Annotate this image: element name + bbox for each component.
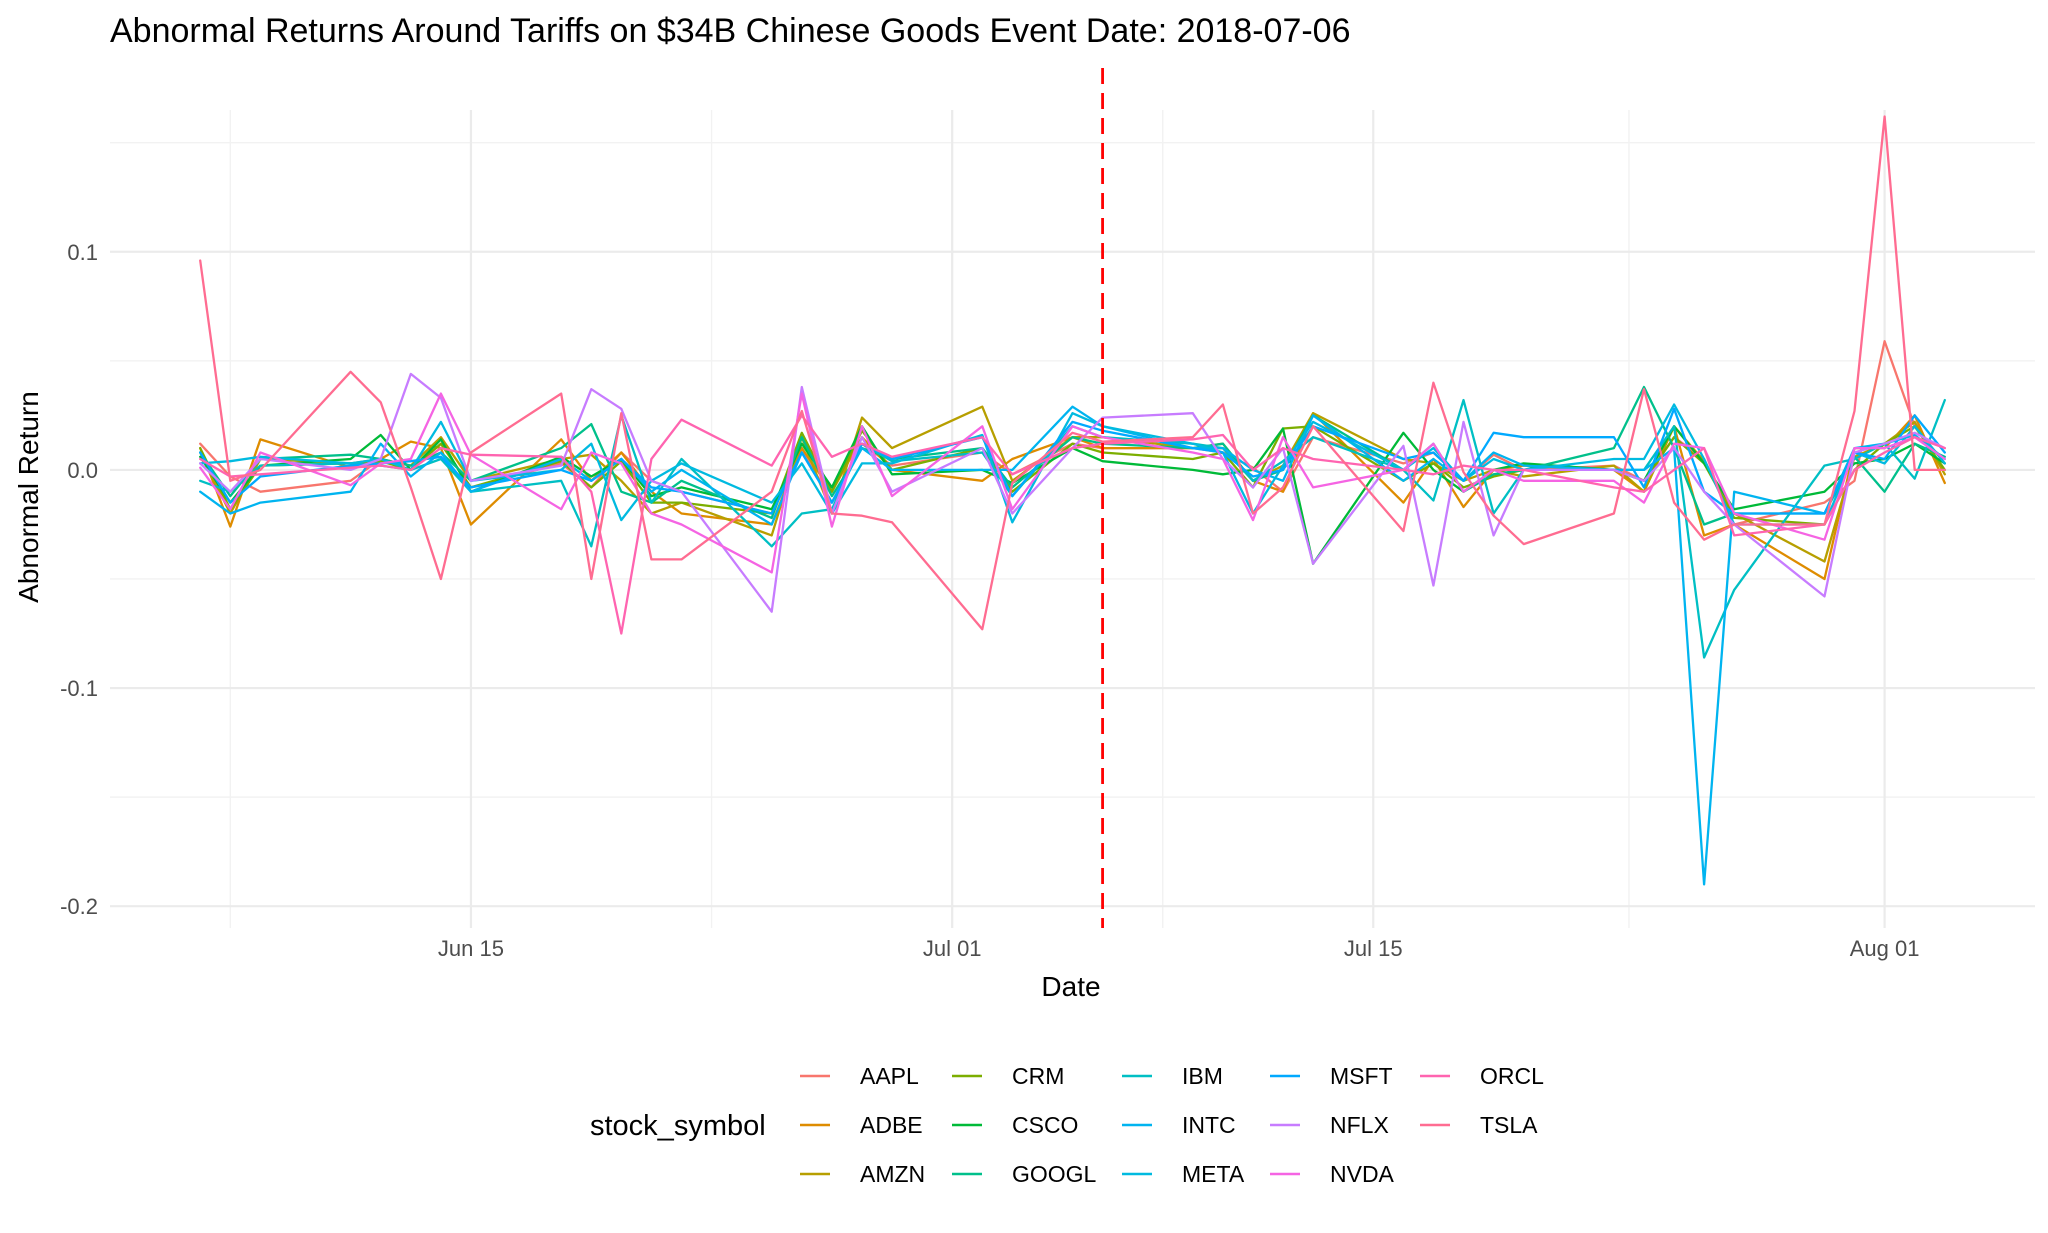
y-tick-label: 0.0 — [67, 458, 98, 483]
series-lines — [199, 115, 1946, 886]
legend-item-adbe: ADBE — [800, 1112, 923, 1138]
legend-label-adbe: ADBE — [860, 1112, 923, 1138]
legend-item-orcl: ORCL — [1420, 1063, 1544, 1089]
legend-label-googl: GOOGL — [1012, 1161, 1097, 1187]
legend-label-csco: CSCO — [1012, 1112, 1078, 1138]
x-axis-label: Date — [1041, 971, 1100, 1002]
legend-label-nflx: NFLX — [1330, 1112, 1389, 1138]
legend-item-nvda: NVDA — [1270, 1161, 1395, 1187]
y-axis-ticks: 0.1 0.0 -0.1 -0.2 — [60, 240, 98, 919]
legend-item-googl: GOOGL — [952, 1161, 1097, 1187]
legend-label-crm: CRM — [1012, 1063, 1064, 1089]
legend-label-meta: META — [1182, 1161, 1245, 1187]
y-axis-label: Abnormal Return — [13, 391, 44, 603]
legend-label-intc: INTC — [1182, 1112, 1236, 1138]
y-tick-label: -0.1 — [60, 676, 98, 701]
legend-item-msft: MSFT — [1270, 1063, 1393, 1089]
series-line-intc — [199, 405, 1946, 886]
legend-label-msft: MSFT — [1330, 1063, 1393, 1089]
x-tick-label: Jul 01 — [923, 936, 982, 961]
legend-label-nvda: NVDA — [1330, 1161, 1395, 1187]
legend-label-tsla: TSLA — [1480, 1112, 1538, 1138]
y-tick-label: 0.1 — [67, 240, 98, 265]
x-tick-label: Aug 01 — [1850, 936, 1920, 961]
series-line-msft — [199, 407, 1946, 515]
legend-item-crm: CRM — [952, 1063, 1064, 1089]
legend-item-tsla: TSLA — [1420, 1112, 1538, 1138]
legend-label-ibm: IBM — [1182, 1063, 1223, 1089]
grid-minor-lines — [110, 110, 2035, 928]
x-axis-ticks: Jun 15 Jul 01 Jul 15 Aug 01 — [438, 936, 1920, 961]
chart-title: Abnormal Returns Around Tariffs on $34B … — [110, 12, 1351, 50]
legend-label-aapl: AAPL — [860, 1063, 919, 1089]
legend-item-nflx: NFLX — [1270, 1112, 1389, 1138]
series-line-crm — [199, 425, 1946, 526]
legend: stock_symbol AAPL ADBE AMZN CRM CSCO GOOGL IBM… — [590, 1063, 1544, 1187]
legend-item-intc: INTC — [1122, 1112, 1236, 1138]
series-line-orcl — [199, 414, 1946, 635]
legend-item-meta: META — [1122, 1161, 1245, 1187]
series-line-tsla — [199, 115, 1946, 631]
legend-item-csco: CSCO — [952, 1112, 1078, 1138]
legend-item-ibm: IBM — [1122, 1063, 1223, 1089]
legend-items: AAPL ADBE AMZN CRM CSCO GOOGL IBM INTC META MSFT N… — [800, 1063, 1544, 1187]
legend-item-amzn: AMZN — [800, 1161, 925, 1187]
x-tick-label: Jul 15 — [1344, 936, 1403, 961]
x-tick-label: Jun 15 — [438, 936, 504, 961]
y-tick-label: -0.2 — [60, 894, 98, 919]
legend-label-orcl: ORCL — [1480, 1063, 1544, 1089]
series-line-nvda — [199, 392, 1946, 574]
legend-item-aapl: AAPL — [800, 1063, 919, 1089]
legend-title: stock_symbol — [590, 1110, 766, 1142]
legend-label-amzn: AMZN — [860, 1161, 925, 1187]
